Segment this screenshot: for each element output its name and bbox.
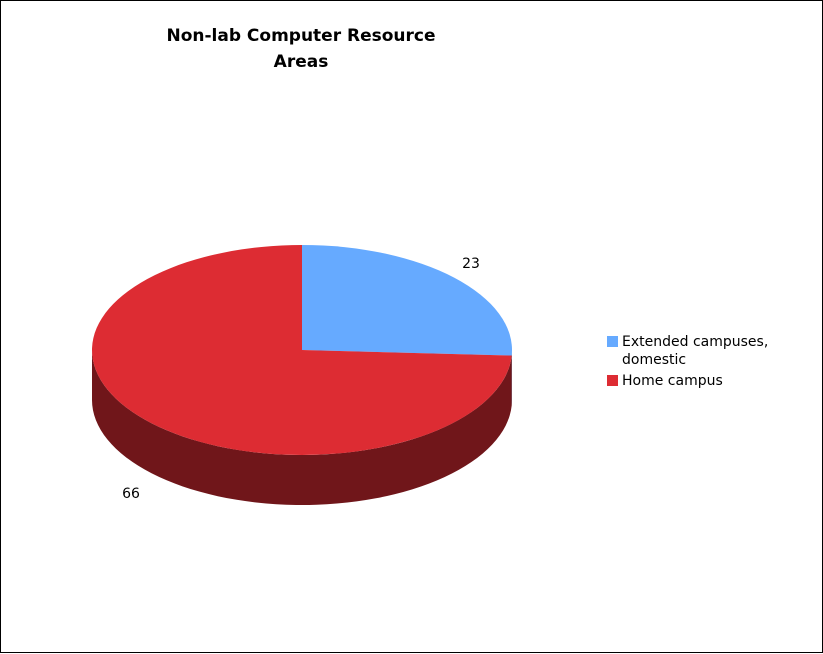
legend-label-extended-campuses: Extended campuses, domestic (622, 333, 817, 369)
data-label-home-campus: 66 (122, 486, 140, 502)
legend-swatch-home-campus (607, 375, 618, 386)
legend-item-home-campus: Home campus (607, 372, 817, 390)
legend-item-extended-campuses: Extended campuses, domestic (607, 333, 817, 369)
legend: Extended campuses, domestic Home campus (607, 333, 817, 393)
pie-slice-extended-campuses (302, 245, 512, 356)
legend-label-home-campus: Home campus (622, 372, 723, 390)
data-label-extended-campuses: 23 (462, 256, 480, 272)
legend-swatch-extended-campuses (607, 336, 618, 347)
